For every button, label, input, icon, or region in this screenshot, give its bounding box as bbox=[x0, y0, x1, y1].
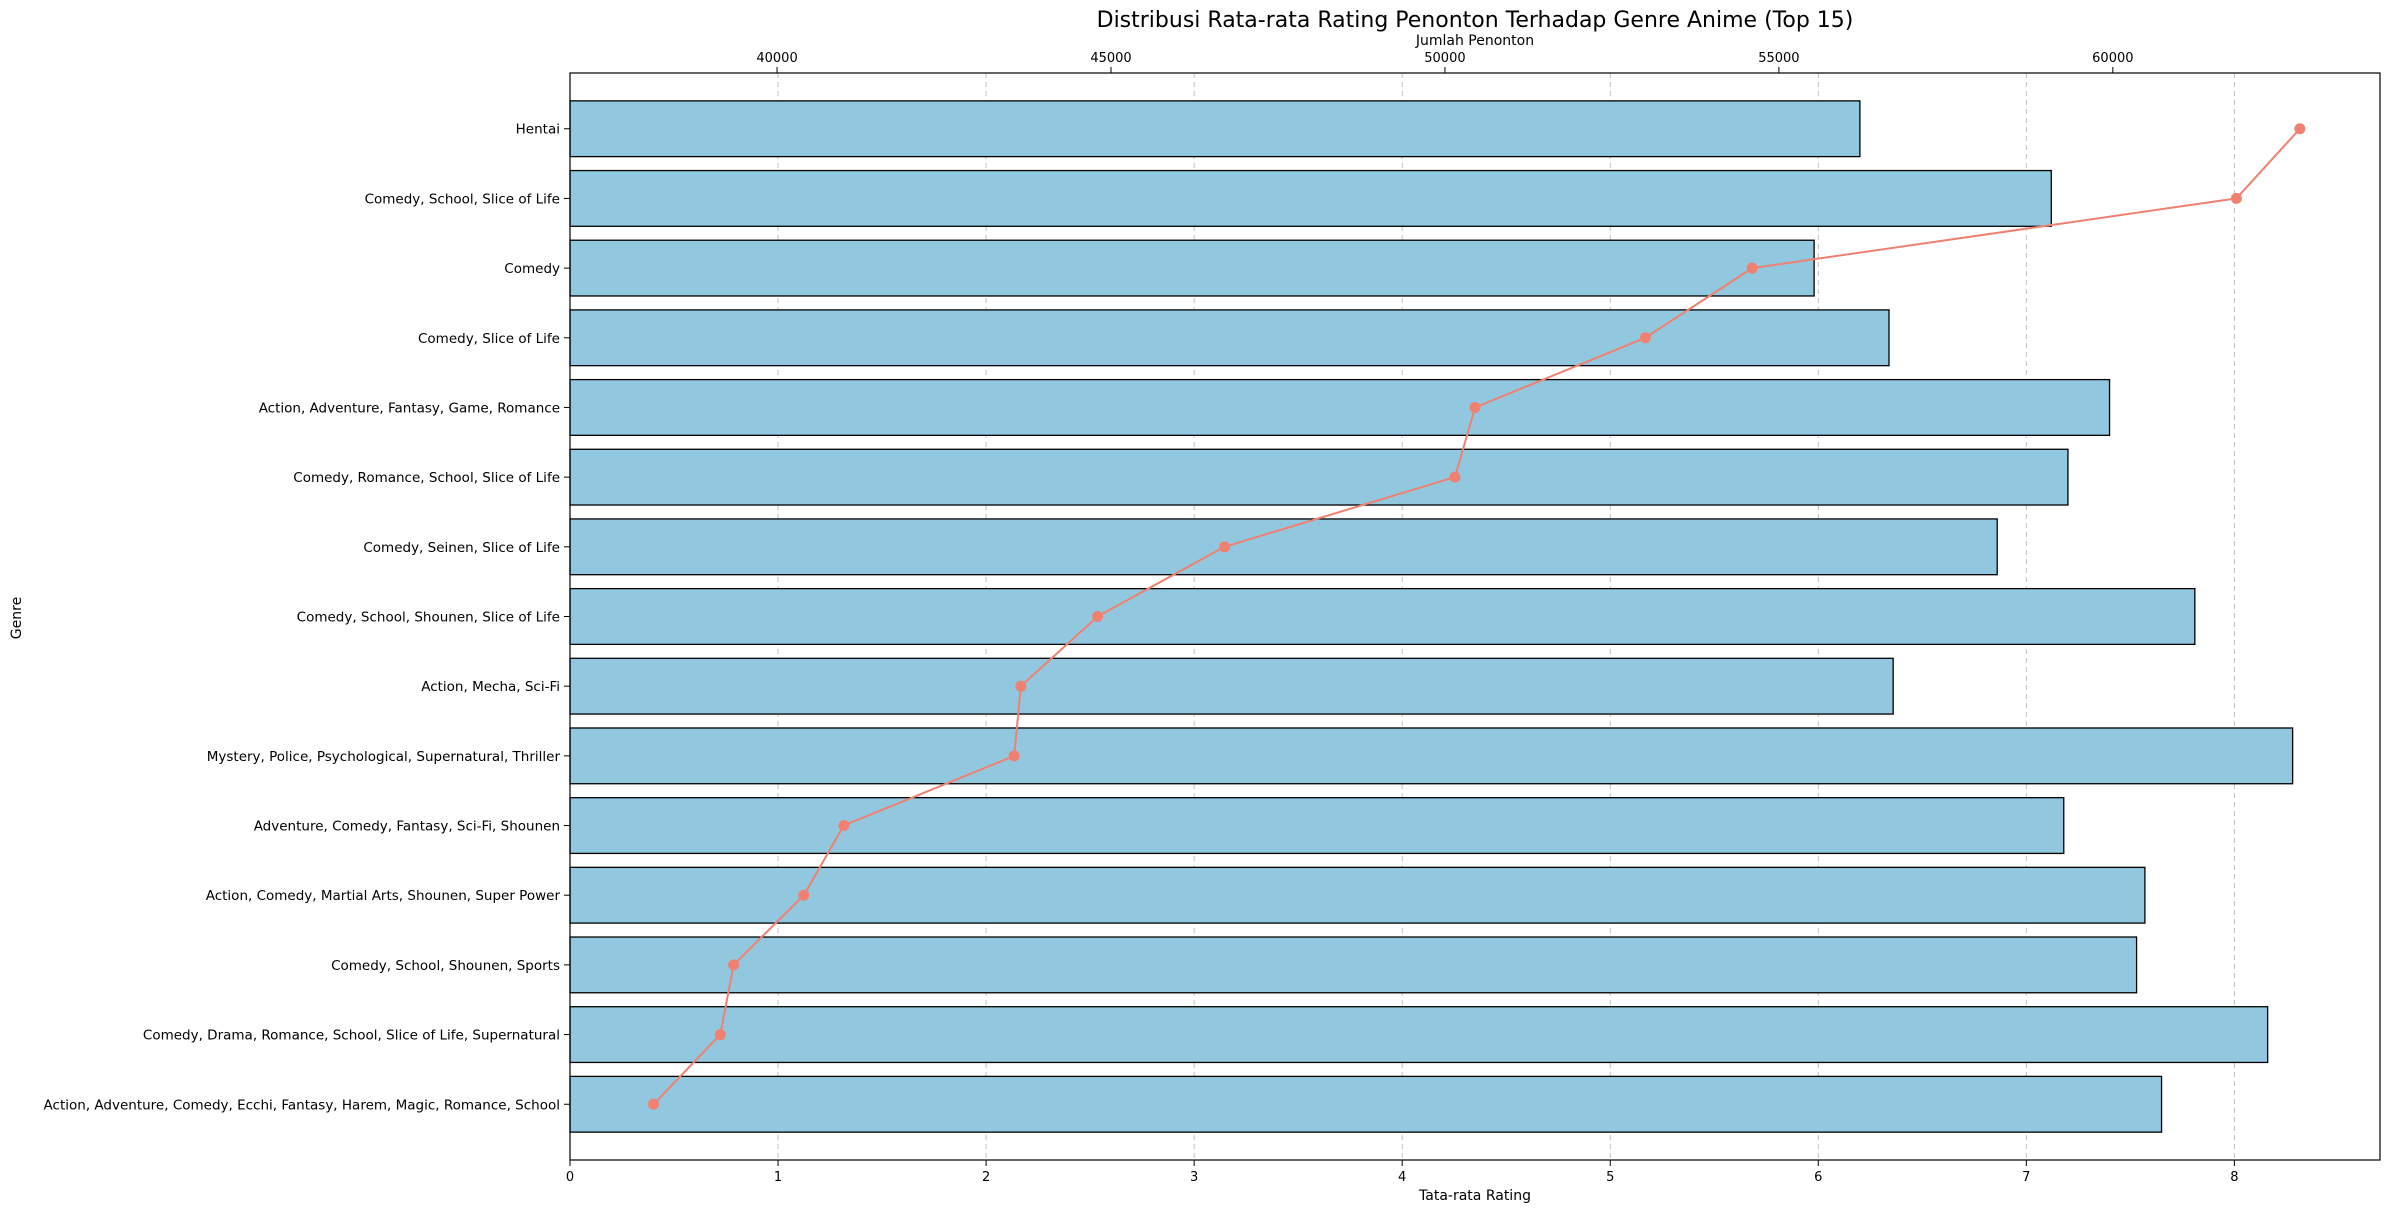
bar bbox=[569, 936, 2138, 994]
bar bbox=[569, 657, 1894, 715]
bar bbox=[569, 518, 1998, 576]
category-label: Comedy, Seinen, Slice of Life bbox=[363, 540, 560, 556]
line-point bbox=[728, 959, 740, 971]
chart-title: Distribusi Rata-rata Rating Penonton Ter… bbox=[1097, 8, 1854, 33]
x-tick-label: 6 bbox=[1814, 1170, 1822, 1185]
line-point bbox=[2294, 123, 2306, 135]
category-label: Comedy, School, Shounen, Slice of Life bbox=[297, 610, 560, 626]
line-point bbox=[2230, 192, 2242, 204]
x-axis-top: 40000 45000 50000 55000 60000 bbox=[756, 51, 2134, 73]
x-tick-label: 4 bbox=[1398, 1170, 1406, 1185]
y-axis: Hentai Comedy, School, Slice of Life Comed… bbox=[44, 122, 570, 1113]
viewer-count-line bbox=[647, 123, 2306, 1110]
line-point bbox=[1015, 680, 1027, 692]
bar bbox=[569, 378, 2111, 436]
category-label: Adventure, Comedy, Fantasy, Sci-Fi, Shou… bbox=[254, 819, 560, 835]
x2-tick-label: 50000 bbox=[1424, 51, 1465, 66]
category-label: Action, Adventure, Comedy, Ecchi, Fantas… bbox=[44, 1097, 560, 1113]
category-label: Comedy, School, Shounen, Sports bbox=[331, 958, 560, 974]
line-point bbox=[1639, 332, 1651, 344]
bar bbox=[569, 309, 1890, 367]
bars bbox=[569, 100, 2294, 1133]
bar bbox=[569, 797, 2065, 855]
x2-tick-label: 55000 bbox=[1758, 51, 1799, 66]
line-point bbox=[1746, 262, 1758, 274]
category-label: Action, Mecha, Sci-Fi bbox=[421, 679, 560, 695]
x-axis-bottom: 0 1 2 3 4 5 6 7 8 bbox=[566, 1160, 2239, 1185]
bar bbox=[569, 239, 1815, 297]
line-point bbox=[647, 1098, 659, 1110]
x-tick-label: 3 bbox=[1190, 1170, 1198, 1185]
line-point bbox=[1092, 611, 1104, 622]
line-point bbox=[1469, 401, 1481, 413]
x-tick-label: 1 bbox=[774, 1170, 782, 1185]
category-label: Comedy, Slice of Life bbox=[418, 331, 560, 347]
x-tick-label: 7 bbox=[2022, 1170, 2030, 1185]
x2-tick-label: 60000 bbox=[2092, 51, 2133, 66]
category-label: Comedy, Romance, School, Slice of Life bbox=[293, 470, 560, 486]
x2-tick-label: 45000 bbox=[1090, 51, 1131, 66]
category-label: Comedy, School, Slice of Life bbox=[365, 191, 560, 207]
bar bbox=[569, 448, 2069, 506]
x-tick-label: 0 bbox=[566, 1170, 574, 1185]
x-tick-label: 5 bbox=[1606, 1170, 1614, 1185]
category-label: Comedy bbox=[504, 261, 560, 277]
bar bbox=[569, 587, 2196, 646]
x2-tick-label: 40000 bbox=[756, 51, 797, 66]
line-point bbox=[798, 889, 810, 901]
line-point bbox=[1008, 750, 1020, 762]
bar bbox=[569, 866, 2146, 924]
category-label: Mystery, Police, Psychological, Supernat… bbox=[207, 749, 561, 765]
category-label: Action, Comedy, Martial Arts, Shounen, S… bbox=[206, 888, 561, 904]
bar bbox=[569, 1075, 2163, 1133]
y-axis-title: Genre bbox=[9, 597, 25, 639]
x-tick-label: 2 bbox=[982, 1170, 990, 1185]
x-axis-title: Tata-rata Rating bbox=[1418, 1188, 1531, 1204]
x2-axis-title: Jumlah Penonton bbox=[1415, 33, 1534, 49]
category-label: Action, Adventure, Fantasy, Game, Romanc… bbox=[259, 400, 560, 416]
category-label: Comedy, Drama, Romance, School, Slice of… bbox=[143, 1028, 560, 1044]
bar bbox=[569, 100, 1861, 158]
line-point bbox=[1449, 471, 1461, 483]
bar bbox=[569, 727, 2294, 785]
category-label: Hentai bbox=[516, 122, 560, 138]
line-point bbox=[1219, 541, 1231, 553]
line-point bbox=[714, 1029, 726, 1041]
bar bbox=[569, 1006, 2269, 1064]
bar bbox=[569, 169, 2052, 227]
x-tick-label: 8 bbox=[2230, 1170, 2238, 1185]
line-point bbox=[838, 820, 850, 832]
